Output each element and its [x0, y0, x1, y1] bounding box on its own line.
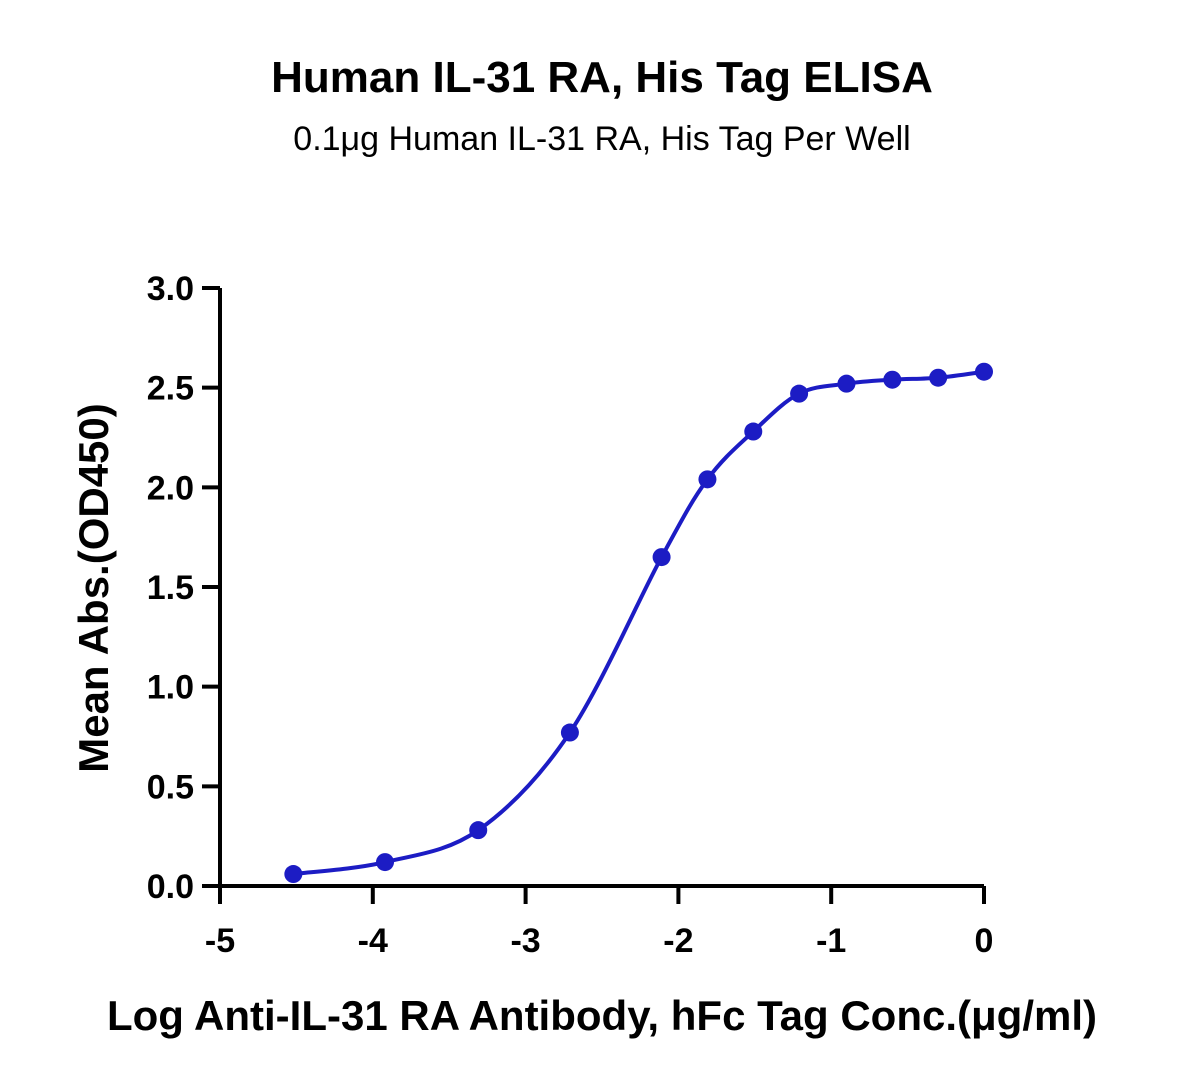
x-tick-label: 0: [975, 922, 994, 960]
x-axis-label: Log Anti-IL-31 RA Antibody, hFc Tag Conc…: [107, 992, 1097, 1039]
y-axis-label: Mean Abs.(OD450): [70, 403, 117, 773]
y-tick-label: 0.0: [147, 868, 194, 906]
data-point: [883, 370, 902, 389]
data-point: [929, 368, 948, 387]
y-tick-label: 1.0: [147, 669, 194, 707]
data-point: [975, 362, 993, 381]
y-tick-label: 1.5: [147, 569, 194, 607]
fit-curve: [293, 369, 985, 877]
data-point: [284, 865, 303, 884]
data-point: [744, 422, 763, 441]
data-point: [837, 374, 856, 393]
y-tick-label: 2.0: [147, 469, 194, 507]
data-point: [790, 384, 809, 403]
data-point: [376, 853, 395, 872]
x-tick-label: -2: [663, 922, 693, 960]
fit-curve-layer: [293, 369, 985, 877]
data-point: [652, 548, 671, 567]
data-point: [698, 470, 717, 489]
y-tick-label: 3.0: [147, 270, 194, 308]
data-point: [560, 723, 579, 742]
data-point: [469, 821, 488, 840]
axes: 0.0 0.5 1.0 1.5 2.0 2.5 3.0 -5 -4 -3 -2 -1 0: [147, 270, 994, 960]
x-tick-label: -1: [816, 922, 846, 960]
y-tick-label: 2.5: [147, 370, 194, 408]
data-points-layer: [284, 362, 993, 884]
x-tick-label: -3: [510, 922, 540, 960]
chart-subtitle: 0.1μg Human IL-31 RA, His Tag Per Well: [293, 120, 910, 158]
chart-title: Human IL-31 RA, His Tag ELISA: [271, 53, 933, 102]
x-tick-label: -4: [358, 922, 388, 960]
x-tick-label: -5: [205, 922, 235, 960]
y-tick-label: 0.5: [147, 768, 194, 806]
